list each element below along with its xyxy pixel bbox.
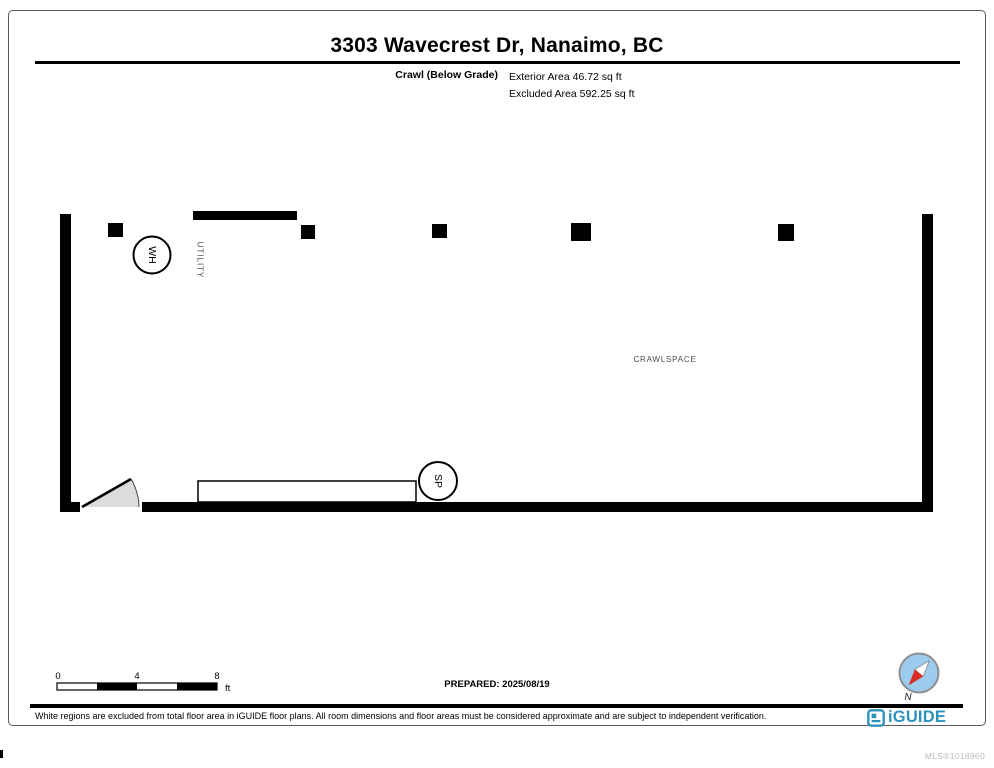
support-post [301, 225, 315, 239]
prepared-date: PREPARED: 2025/08/19 [444, 679, 550, 690]
crawlspace-label: CRAWLSPACE [633, 355, 696, 364]
sheet-border [8, 10, 986, 726]
footer-divider [30, 704, 963, 708]
area-summary: Exterior Area 46.72 sq ft Excluded Area … [509, 69, 635, 103]
support-post [571, 223, 591, 241]
page-edge-mark [0, 750, 3, 758]
left-wall [60, 214, 71, 512]
scale-tick-0: 0 [55, 671, 60, 682]
compass-north-label: N [904, 692, 912, 703]
water-heater-symbol: WH [132, 235, 172, 275]
scale-bar: 0 4 8 ft [55, 671, 230, 694]
scale-tick-8: 8 [214, 671, 219, 682]
iguide-logo-text: iGUIDE [888, 708, 947, 726]
title-divider [35, 61, 960, 64]
bottom-wall-right [142, 502, 933, 512]
support-posts [108, 223, 794, 241]
support-post [778, 224, 794, 241]
mls-number: MLS®1018960 [924, 751, 985, 761]
page-title: 3303 Wavecrest Dr, Nanaimo, BC [330, 34, 664, 57]
walls [60, 211, 933, 512]
support-post [108, 223, 123, 237]
utility-label: UTILITY [196, 242, 205, 279]
scale-unit: ft [225, 683, 231, 694]
water-heater-label: WH [146, 246, 158, 264]
right-wall [922, 214, 933, 512]
compass-icon: N [898, 652, 940, 703]
top-wall-segment [193, 211, 297, 220]
iguide-logo: iGUIDE [867, 708, 946, 727]
disclaimer-text: White regions are excluded from total fl… [35, 711, 767, 721]
scale-tick-4: 4 [134, 671, 139, 682]
iguide-logo-icon [867, 708, 885, 727]
sump-symbol: SP [418, 461, 458, 501]
ledge [197, 480, 417, 503]
door [81, 477, 140, 509]
floor-label: Crawl (Below Grade) [395, 69, 498, 81]
support-post [432, 224, 447, 238]
excluded-area: Excluded Area 592.25 sq ft [509, 88, 635, 100]
exterior-area: Exterior Area 46.72 sq ft [509, 71, 622, 83]
bottom-wall-left [60, 502, 80, 512]
sump-label: SP [432, 474, 444, 488]
